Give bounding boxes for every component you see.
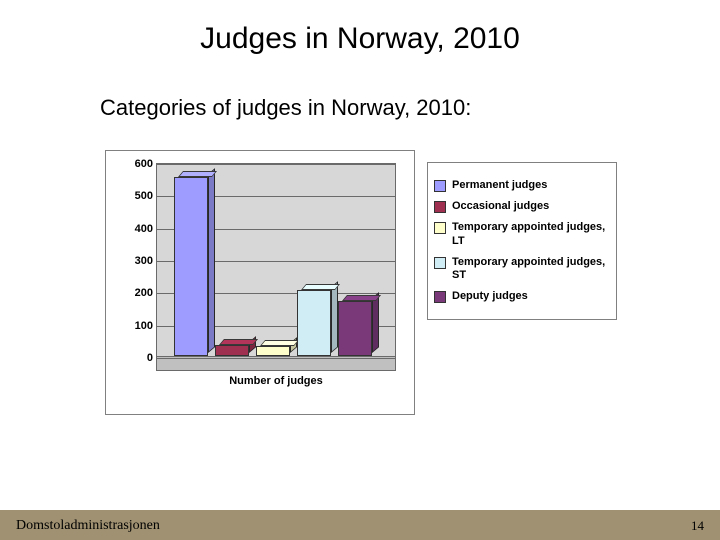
bar	[256, 346, 290, 356]
legend-label: Occasional judges	[452, 200, 549, 213]
footer-org: Domstoladministrasjonen	[16, 518, 160, 534]
y-tick-label: 300	[135, 255, 153, 267]
legend-swatch	[434, 257, 446, 269]
bar	[174, 177, 208, 356]
legend-label: Permanent judges	[452, 179, 547, 192]
legend-swatch	[434, 291, 446, 303]
legend-item: Temporary appointed judges, LT	[434, 221, 610, 247]
bar	[297, 290, 331, 356]
legend-label: Deputy judges	[452, 290, 528, 303]
legend-item: Permanent judges	[434, 179, 610, 192]
legend-item: Occasional judges	[434, 200, 610, 213]
x-axis-label: Number of judges	[156, 375, 396, 387]
bar	[338, 301, 372, 356]
y-tick-label: 500	[135, 190, 153, 202]
y-tick-label: 200	[135, 287, 153, 299]
plot-frame: 0100200300400500600 Number of judges	[105, 150, 415, 415]
y-tick-label: 400	[135, 223, 153, 235]
chart-legend: Permanent judges Occasional judges Tempora…	[427, 162, 617, 320]
plot-area: 0100200300400500600	[156, 163, 396, 371]
legend-item: Temporary appointed judges, ST	[434, 256, 610, 282]
legend-label: Temporary appointed judges, ST	[452, 256, 610, 282]
gridline	[157, 358, 395, 359]
y-tick-label: 0	[147, 352, 153, 364]
bar-chart: 0100200300400500600 Number of judges Per…	[105, 150, 625, 430]
legend-swatch	[434, 201, 446, 213]
y-tick-label: 600	[135, 158, 153, 170]
legend-label: Temporary appointed judges, LT	[452, 221, 610, 247]
subtitle: Categories of judges in Norway, 2010:	[100, 95, 471, 121]
legend-swatch	[434, 180, 446, 192]
page-number: 14	[691, 518, 704, 534]
page-title: Judges in Norway, 2010	[0, 22, 720, 56]
gridline	[157, 164, 395, 165]
y-tick-label: 100	[135, 320, 153, 332]
slide: Judges in Norway, 2010 Categories of jud…	[0, 0, 720, 540]
bar	[215, 345, 249, 356]
legend-item: Deputy judges	[434, 290, 610, 303]
legend-swatch	[434, 222, 446, 234]
